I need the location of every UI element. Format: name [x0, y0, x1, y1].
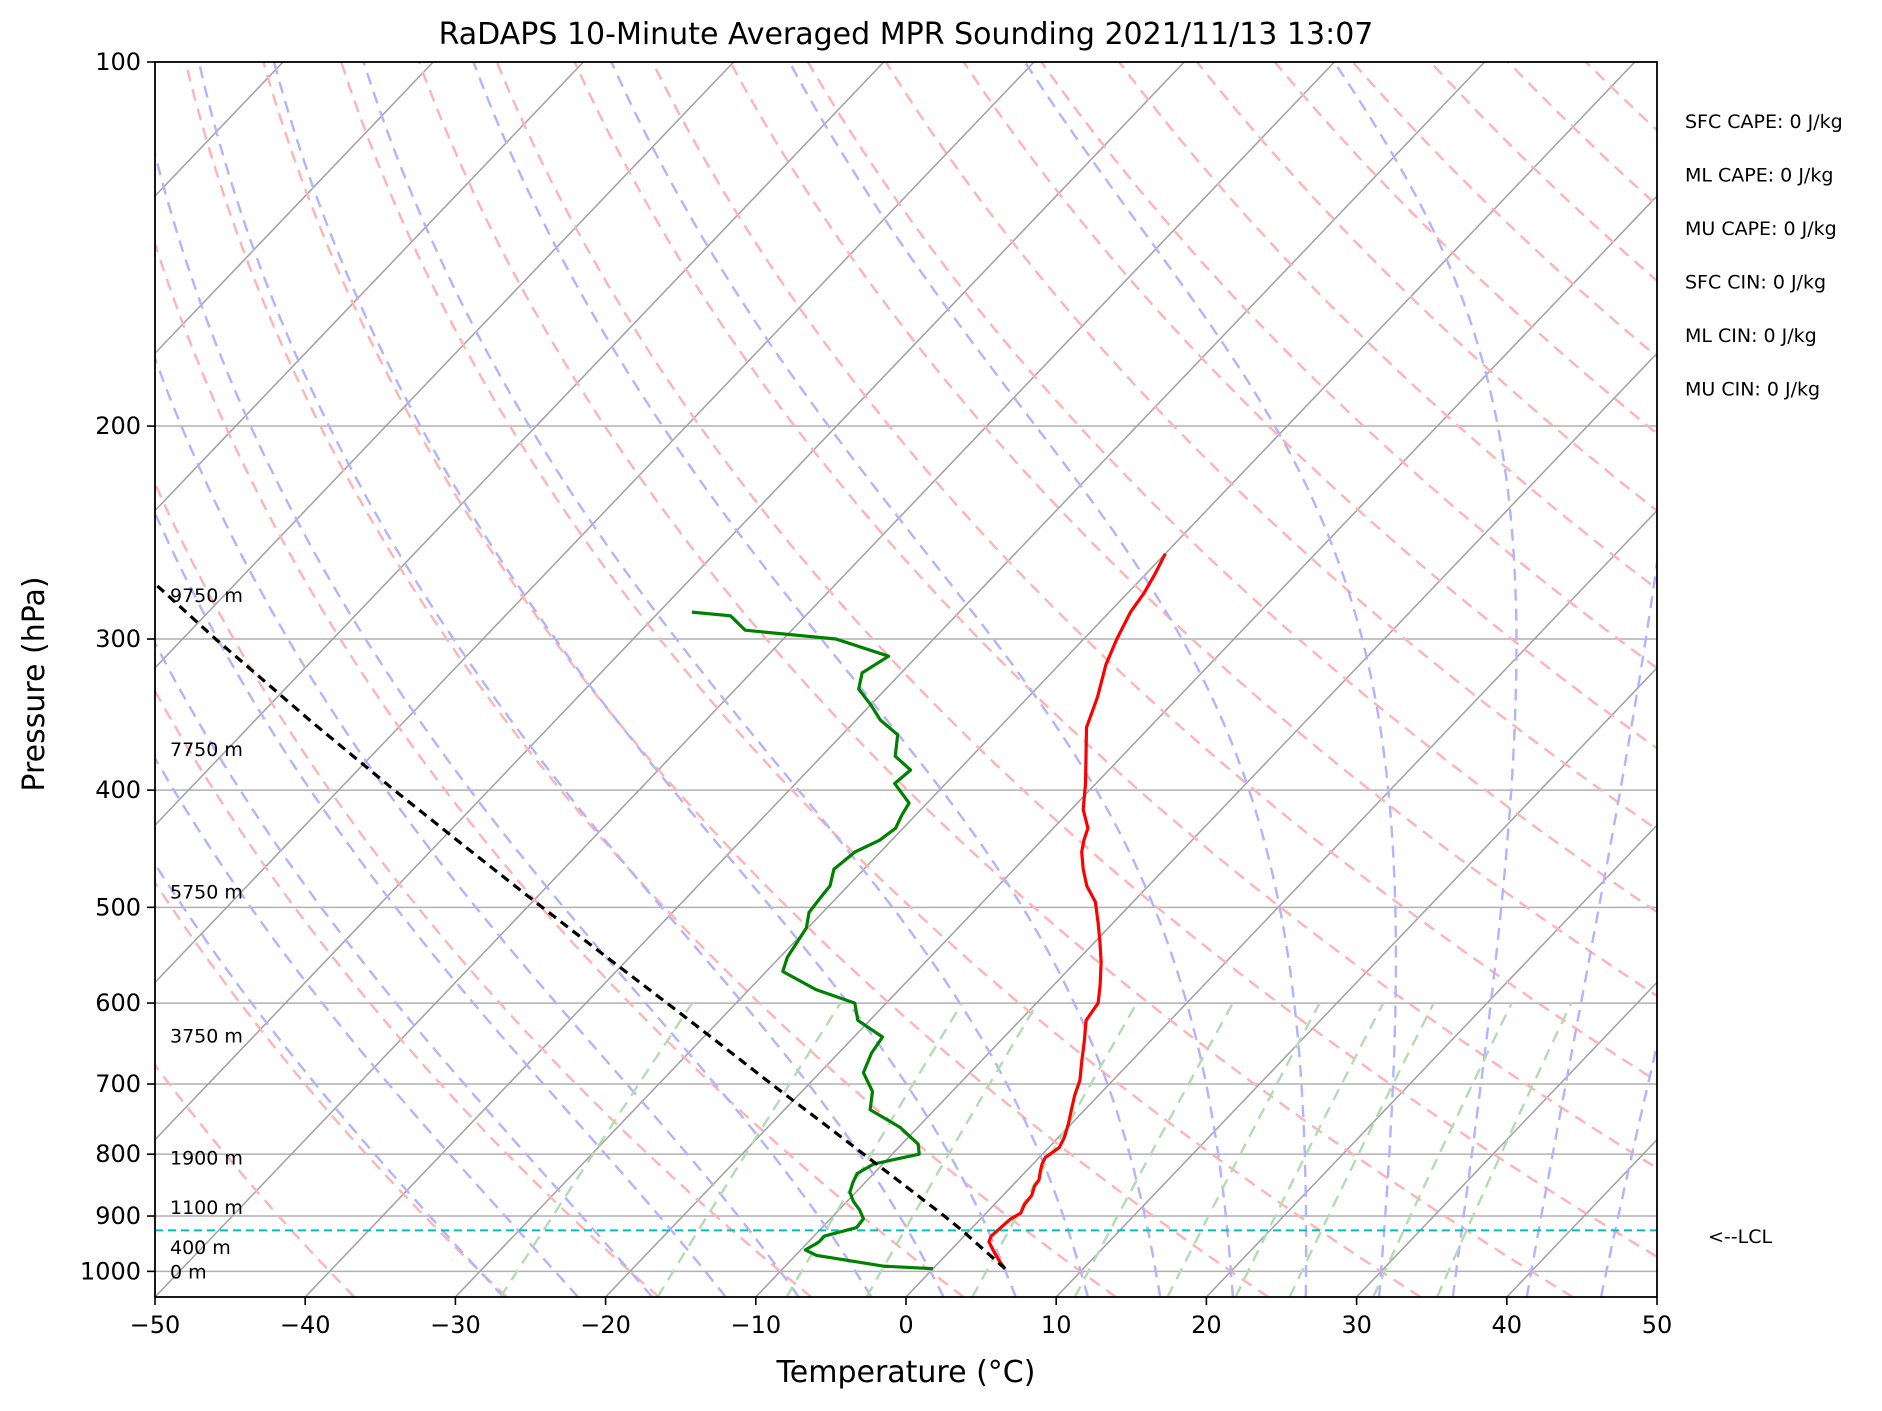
y-tick-label: 800 — [95, 1140, 141, 1168]
stability-indices: SFC CAPE: 0 J/kg ML CAPE: 0 J/kg MU CAPE: … — [1685, 111, 1843, 401]
x-tick-label: 10 — [1041, 1311, 1072, 1339]
x-tick-label: −50 — [130, 1311, 181, 1339]
height-label: 1900 m — [170, 1147, 243, 1169]
index-line: ML CIN: 0 J/kg — [1685, 325, 1817, 347]
index-line: SFC CAPE: 0 J/kg — [1685, 111, 1843, 133]
y-tick-label: 200 — [95, 412, 141, 440]
x-axis-title: Temperature (°C) — [776, 1355, 1036, 1390]
index-line: MU CAPE: 0 J/kg — [1685, 218, 1837, 240]
x-tick-label: 50 — [1642, 1311, 1673, 1339]
y-tick-label: 400 — [95, 776, 141, 804]
height-label: 3750 m — [170, 1025, 243, 1047]
y-tick-label: 500 — [95, 893, 141, 921]
y-tick-label: 900 — [95, 1202, 141, 1230]
y-tick-label: 100 — [95, 48, 141, 76]
x-tick-label: −40 — [280, 1311, 331, 1339]
y-tick-label: 300 — [95, 625, 141, 653]
isotherm-line — [1807, 62, 1882, 1297]
x-tick-label: 40 — [1492, 1311, 1523, 1339]
x-tick-label: 20 — [1191, 1311, 1222, 1339]
index-line: ML CAPE: 0 J/kg — [1685, 165, 1833, 187]
x-tick-label: −10 — [730, 1311, 781, 1339]
dry-adiabat-line — [1819, 62, 1882, 1297]
x-tick-label: 30 — [1341, 1311, 1372, 1339]
lcl-label: <--LCL — [1708, 1226, 1772, 1248]
x-tick-label: −20 — [580, 1311, 631, 1339]
index-line: SFC CIN: 0 J/kg — [1685, 272, 1826, 294]
y-axis-title: Pressure (hPa) — [17, 576, 52, 791]
height-label: 400 m — [170, 1237, 231, 1259]
y-tick-label: 700 — [95, 1070, 141, 1098]
x-tick-label: −30 — [430, 1311, 481, 1339]
height-label: 1100 m — [170, 1197, 243, 1219]
dry-adiabat-line — [1742, 62, 1882, 1297]
height-label: 9750 m — [170, 585, 243, 607]
height-label: 5750 m — [170, 881, 243, 903]
y-tick-label: 600 — [95, 989, 141, 1017]
dry-adiabat-line — [1664, 62, 1882, 1297]
isotherm-line — [1657, 62, 1882, 1297]
chart-title: RaDAPS 10-Minute Averaged MPR Sounding 2… — [439, 17, 1374, 52]
height-label: 7750 m — [170, 739, 243, 761]
y-tick-label: 1000 — [80, 1257, 141, 1285]
index-line: MU CIN: 0 J/kg — [1685, 379, 1820, 401]
x-tick-label: 0 — [898, 1311, 913, 1339]
height-label: 0 m — [170, 1261, 207, 1283]
